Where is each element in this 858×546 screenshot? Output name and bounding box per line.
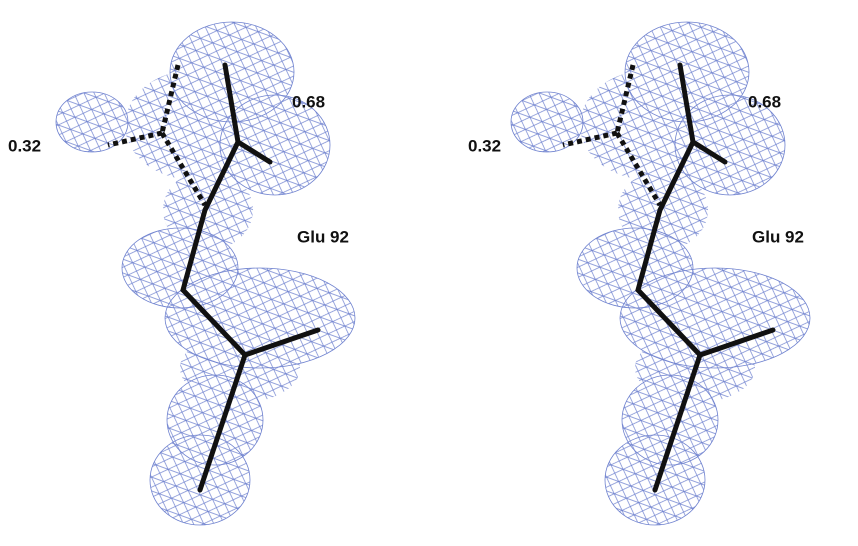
occupancy-label: 0.32: [8, 136, 41, 155]
density-map-right: [495, 10, 825, 540]
occupancy-label: 0.68: [748, 92, 781, 111]
page: 0.32 0.68 Glu 92 0.32 0.68 Glu 92 (() =>…: [0, 0, 858, 546]
residue-label: Glu 92: [752, 227, 804, 246]
occupancy-label: 0.68: [292, 92, 325, 111]
density-map-left: [40, 10, 370, 540]
residue-label: Glu 92: [297, 227, 349, 246]
occupancy-label: 0.32: [468, 136, 501, 155]
stereo-figure: 0.32 0.68 Glu 92 0.32 0.68 Glu 92: [0, 0, 858, 546]
